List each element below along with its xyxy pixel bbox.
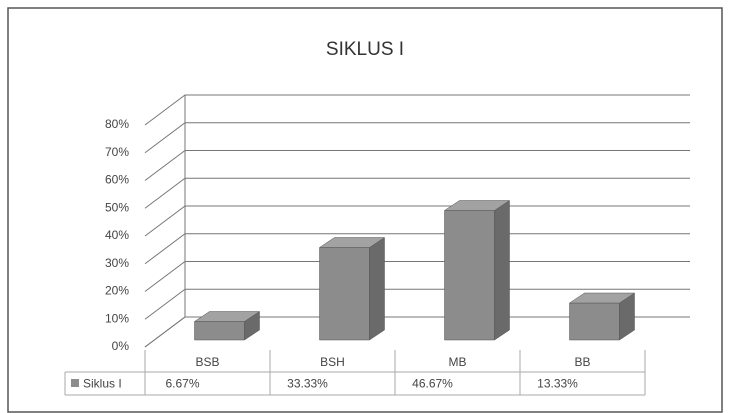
data-label: 46.67% (412, 377, 453, 391)
bar (193, 311, 261, 341)
bar-top (568, 292, 636, 304)
grid-line (144, 288, 690, 320)
y-tick-label: 70% (105, 145, 129, 159)
y-tick-label: 30% (105, 256, 129, 270)
bar-top (318, 237, 386, 248)
grid-line (144, 316, 690, 348)
bar-side (494, 200, 510, 341)
grid-line (144, 233, 690, 265)
bar-top (443, 200, 511, 211)
x-tick-label: BSH (320, 355, 345, 369)
y-tick-label: 20% (105, 284, 129, 298)
grid-line (144, 205, 690, 237)
y-tick-label: 50% (105, 200, 129, 214)
legend-key (71, 379, 79, 387)
legend-label: Siklus I (83, 377, 122, 391)
bar-front (319, 247, 370, 341)
grid-line (144, 177, 690, 209)
bar-front (569, 302, 620, 341)
data-label: 13.33% (537, 377, 578, 391)
y-tick-label: 10% (105, 311, 129, 325)
grid-line (144, 122, 690, 154)
grid-line (144, 261, 690, 292)
x-tick-label: BB (574, 355, 590, 369)
data-label: 6.67% (165, 377, 199, 391)
bar-front (444, 210, 495, 341)
bar-top (193, 311, 261, 322)
y-tick-label: 60% (105, 173, 129, 187)
y-tick-label: 80% (105, 117, 129, 131)
grid-line (144, 150, 690, 181)
chart-title: SIKLUS I (326, 39, 404, 60)
x-tick-label: BSB (195, 355, 219, 369)
bar-side (369, 237, 385, 341)
chart-frame (7, 7, 723, 413)
grid-line (144, 94, 690, 126)
bar (568, 292, 636, 341)
x-tick-label: MB (449, 355, 467, 369)
bar-front (194, 321, 245, 341)
y-tick-label: 0% (112, 339, 130, 353)
data-label: 33.33% (287, 377, 328, 391)
y-tick-label: 40% (105, 228, 129, 242)
bar (318, 237, 386, 341)
bar (443, 200, 511, 341)
